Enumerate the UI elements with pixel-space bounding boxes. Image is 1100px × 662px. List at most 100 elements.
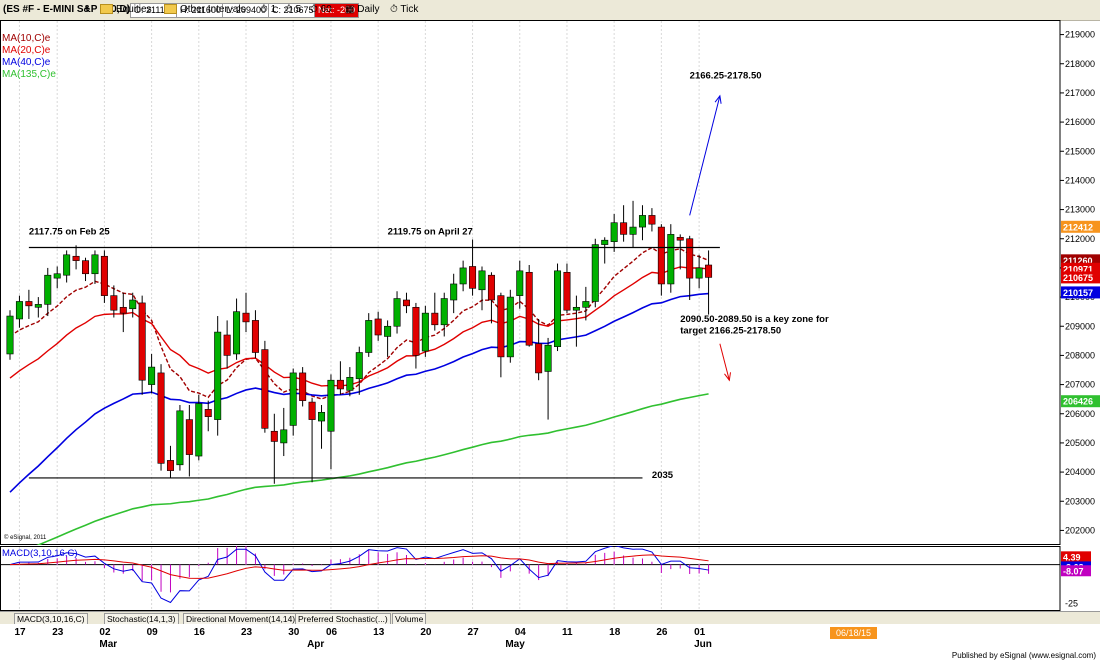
candle-body <box>242 312 250 323</box>
candle-body <box>478 270 486 291</box>
interval-5-button[interactable]: ⏱ 5 <box>285 4 302 15</box>
chart-annotation: 2117.75 on Feb 25 <box>29 226 111 237</box>
candle-body <box>214 331 222 420</box>
price-tag: 212412 <box>1063 222 1093 232</box>
candle-body <box>280 429 288 444</box>
price-tag: 211260 <box>1063 256 1093 266</box>
candle-body <box>261 349 269 429</box>
y-tick-label: 219000 <box>1065 30 1095 40</box>
y-tick-label: 209000 <box>1065 321 1095 331</box>
candle-body <box>157 372 165 464</box>
chart-annotation: 2119.75 on April 27 <box>388 226 473 237</box>
interval-60-button[interactable]: ⏱ 60 <box>310 4 332 15</box>
price-tag-bg <box>1061 286 1100 299</box>
folder-icon <box>164 4 177 15</box>
price-tag: 210157 <box>1063 288 1093 298</box>
candle-body <box>374 318 382 336</box>
price-tag-bg <box>1061 220 1100 233</box>
ma-line-135 <box>36 393 709 545</box>
date-axis-day-label: 13 <box>373 627 385 638</box>
candle-body <box>119 306 127 314</box>
ma-line-10 <box>9 246 709 400</box>
candle-body <box>53 273 61 279</box>
toolbar: (ES #F - E-MINI S&P 500,D) O: 211100 H: … <box>0 0 1100 21</box>
date-axis-day-label: 20 <box>420 627 432 638</box>
date-axis-month-label: Mar <box>99 639 118 650</box>
candle-body <box>91 254 99 275</box>
arrow-head <box>724 372 731 382</box>
candle-body <box>336 379 344 390</box>
macd-label: MACD(3,10,16,C) <box>2 548 78 559</box>
date-axis-day-label: 23 <box>241 627 253 638</box>
macd-frame <box>0 546 1061 611</box>
candle-body <box>620 222 628 235</box>
candle-body <box>459 267 467 285</box>
interval-5-label: 5 <box>295 4 302 15</box>
candle-body <box>686 238 694 279</box>
candle-body <box>487 274 495 301</box>
legend-ma135: MA(135,C)e <box>2 69 56 80</box>
candle-body <box>469 266 477 289</box>
indicator-tabs: MACD(3,10,16,C) Stochastic(14,1,3) Direc… <box>0 611 1100 626</box>
y-tick-label: 213000 <box>1065 205 1095 215</box>
copyright-text: © eSignal, 2011 <box>4 535 47 541</box>
candle-body <box>535 343 543 374</box>
candle-body <box>129 299 137 310</box>
candle-body <box>138 302 146 381</box>
candle-body <box>572 306 580 311</box>
y-tick-label: 206000 <box>1065 409 1095 419</box>
candle-body <box>657 226 665 285</box>
date-axis-day-label: 11 <box>561 627 573 638</box>
other-intervals-label: Other Intervals <box>180 4 246 15</box>
macd-line <box>9 546 709 604</box>
tick-button[interactable]: ⏱ Tick <box>390 4 419 15</box>
symbol-label[interactable]: (ES #F - E-MINI S&P 500,D) <box>3 4 131 15</box>
add-icon[interactable]: + <box>84 4 90 15</box>
equities-label: Equities <box>116 4 152 15</box>
forecast-arrow <box>719 343 730 381</box>
candle-body <box>554 270 562 347</box>
net-change-value: Net: -200 <box>314 3 360 18</box>
candle-body <box>638 215 646 228</box>
candle-body <box>166 460 174 471</box>
date-axis-day-label: 04 <box>514 627 526 638</box>
equities-menu[interactable]: Equities <box>100 3 152 17</box>
y-tick-label: 214000 <box>1065 175 1095 185</box>
candle-body <box>100 255 108 296</box>
interval-60-label: 60 <box>320 4 332 15</box>
date-axis-day-label: 16 <box>193 627 205 638</box>
legend-ma40: MA(40,C)e <box>2 57 51 68</box>
candle-body <box>506 296 514 358</box>
price-tag: 210675 <box>1063 273 1093 283</box>
footer: Published by eSignal (www.esignal.com) <box>0 650 1100 662</box>
date-axis: 06/18/15 17 23 02 09 16 23 30 06 13 20 27 04 11 18 26 0… <box>0 624 1100 650</box>
candle-body <box>327 379 335 432</box>
candle-body <box>497 295 505 358</box>
candle-body <box>676 236 684 241</box>
interval-1-button[interactable]: ⏱ 1 <box>260 4 277 15</box>
legend-ma10: MA(10,C)e <box>2 33 51 44</box>
candle-body <box>251 320 259 353</box>
chart-annotation: 2166.25-2178.50 <box>690 70 762 81</box>
price-chart[interactable]: 202000 203000 204000 205000 206000 207000 2080… <box>0 20 1100 545</box>
date-axis-day-label: 02 <box>99 627 111 638</box>
date-axis-month-label: May <box>505 639 525 650</box>
candle-body <box>421 312 429 352</box>
daily-button[interactable]: ▦ Daily <box>345 4 380 15</box>
y-tick-label: 215000 <box>1065 146 1095 156</box>
candle-body <box>185 419 193 455</box>
candle-body <box>431 312 439 326</box>
candle-body <box>525 271 533 346</box>
chart-annotation: 2035 <box>652 470 674 481</box>
date-axis-day-label: 27 <box>467 627 479 638</box>
candle-body <box>318 411 326 422</box>
candle-body <box>289 372 297 426</box>
y-tick-label: 205000 <box>1065 438 1095 448</box>
y-tick-label: 202000 <box>1065 525 1095 535</box>
other-intervals-menu[interactable]: Other Intervals <box>164 3 246 17</box>
legend-ma20: MA(20,C)e <box>2 45 51 56</box>
published-by-text: Published by eSignal (www.esignal.com) <box>951 651 1096 660</box>
price-tag: 206426 <box>1063 397 1093 407</box>
candle-body <box>148 366 156 385</box>
